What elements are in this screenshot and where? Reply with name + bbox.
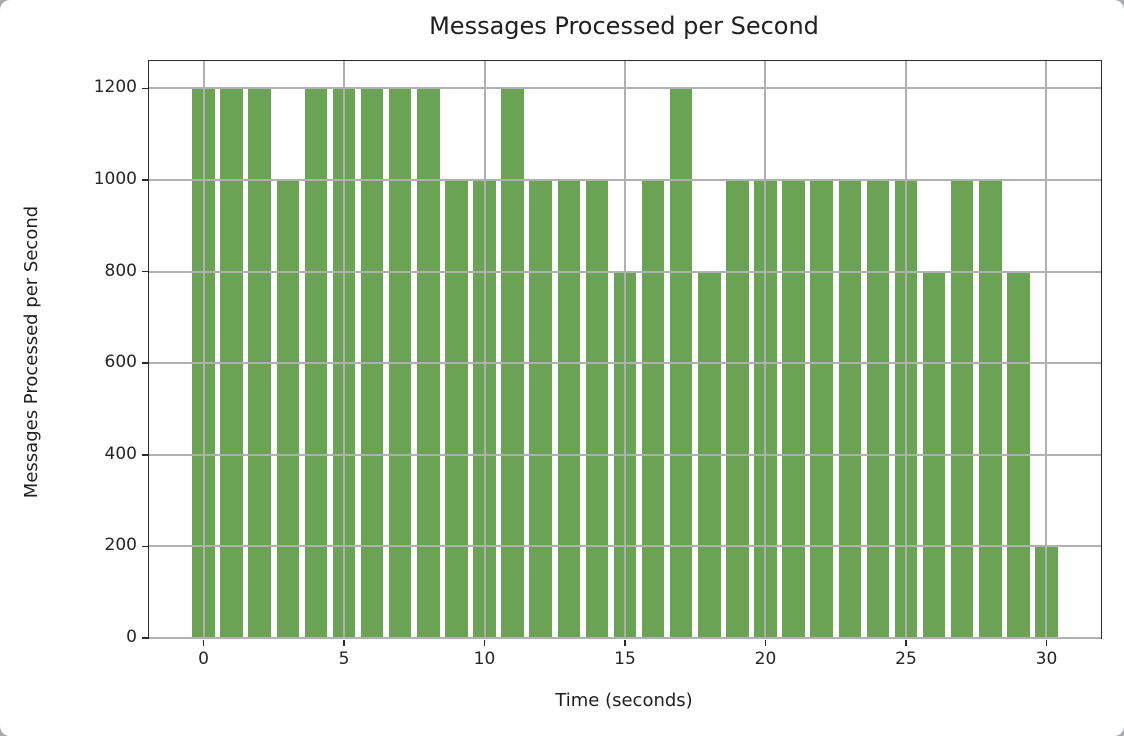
bar bbox=[726, 180, 749, 638]
y-tick-label: 200 bbox=[104, 535, 137, 556]
ticks-layer: 0 5 10 15 20 25 30 0 200 400 600 800 1000 1200 bbox=[94, 61, 1101, 669]
x-tick-label: 15 bbox=[614, 649, 636, 669]
bar bbox=[529, 180, 552, 638]
bar bbox=[866, 180, 890, 638]
bars-layer bbox=[149, 61, 1101, 638]
gridline bbox=[149, 362, 1101, 365]
gridline bbox=[1045, 61, 1048, 638]
y-tick-mark bbox=[141, 454, 148, 456]
bar bbox=[445, 180, 468, 638]
bar bbox=[585, 180, 609, 638]
bar bbox=[950, 180, 974, 638]
y-axis-label: Messages Processed per Second bbox=[21, 205, 42, 499]
bar bbox=[782, 180, 805, 638]
x-tick-label: 30 bbox=[1035, 649, 1058, 669]
y-tick-label: 1200 bbox=[93, 77, 137, 98]
gridline bbox=[149, 87, 1101, 90]
y-tick-label: 800 bbox=[104, 260, 137, 281]
x-tick-mark bbox=[483, 639, 486, 646]
y-tick-label: 0 bbox=[126, 627, 137, 647]
x-tick-label: 0 bbox=[198, 649, 209, 669]
grid-layer bbox=[149, 61, 1101, 639]
x-axis-label: Time (seconds) bbox=[555, 690, 693, 711]
plot-area: 0 5 10 15 20 25 30 0 200 400 600 800 1000 1200 bbox=[94, 60, 1102, 669]
gridline bbox=[149, 453, 1101, 456]
y-tick-mark bbox=[141, 87, 148, 90]
gridline bbox=[202, 61, 205, 638]
gridline bbox=[343, 61, 345, 638]
x-tick-label: 10 bbox=[473, 649, 496, 669]
x-tick-mark bbox=[202, 639, 205, 646]
y-tick-mark bbox=[141, 637, 148, 639]
x-tick-label: 25 bbox=[895, 649, 917, 669]
bar bbox=[557, 180, 581, 638]
bar bbox=[641, 180, 665, 638]
bar bbox=[838, 180, 862, 638]
y-tick-label: 1000 bbox=[93, 169, 137, 190]
gridline bbox=[149, 270, 1101, 273]
y-tick-label: 400 bbox=[104, 443, 137, 464]
gridline bbox=[149, 545, 1101, 548]
x-tick-mark bbox=[905, 639, 907, 646]
x-tick-mark bbox=[624, 639, 626, 646]
x-tick-label: 20 bbox=[754, 649, 777, 669]
gridline bbox=[483, 61, 486, 638]
gridline bbox=[904, 61, 907, 638]
gridline bbox=[149, 637, 1101, 639]
y-tick-label: 600 bbox=[104, 352, 137, 373]
x-tick-mark bbox=[343, 639, 345, 646]
y-tick-mark bbox=[141, 270, 148, 273]
gridline bbox=[624, 61, 626, 638]
y-tick-mark bbox=[141, 362, 148, 364]
x-tick-label: 5 bbox=[338, 649, 350, 669]
bar bbox=[276, 180, 300, 638]
y-tick-mark bbox=[141, 545, 148, 548]
gridline bbox=[764, 61, 767, 638]
x-tick-mark bbox=[1045, 639, 1048, 646]
bar bbox=[979, 180, 1002, 638]
y-tick-mark bbox=[141, 179, 148, 181]
x-tick-mark bbox=[764, 639, 767, 646]
bar bbox=[810, 180, 833, 638]
gridline bbox=[149, 179, 1101, 182]
chart-title: Messages Processed per Second bbox=[429, 12, 819, 40]
